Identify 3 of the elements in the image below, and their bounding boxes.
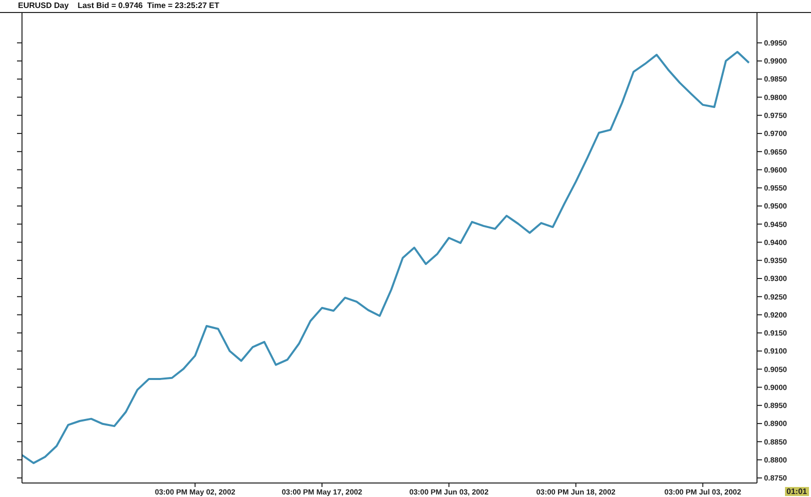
chart-title: EURUSD Day Last Bid = 0.9746 Time = 23:25:27 ET <box>18 1 220 10</box>
line-series <box>22 50 750 464</box>
text: 01:01 <box>784 487 809 496</box>
